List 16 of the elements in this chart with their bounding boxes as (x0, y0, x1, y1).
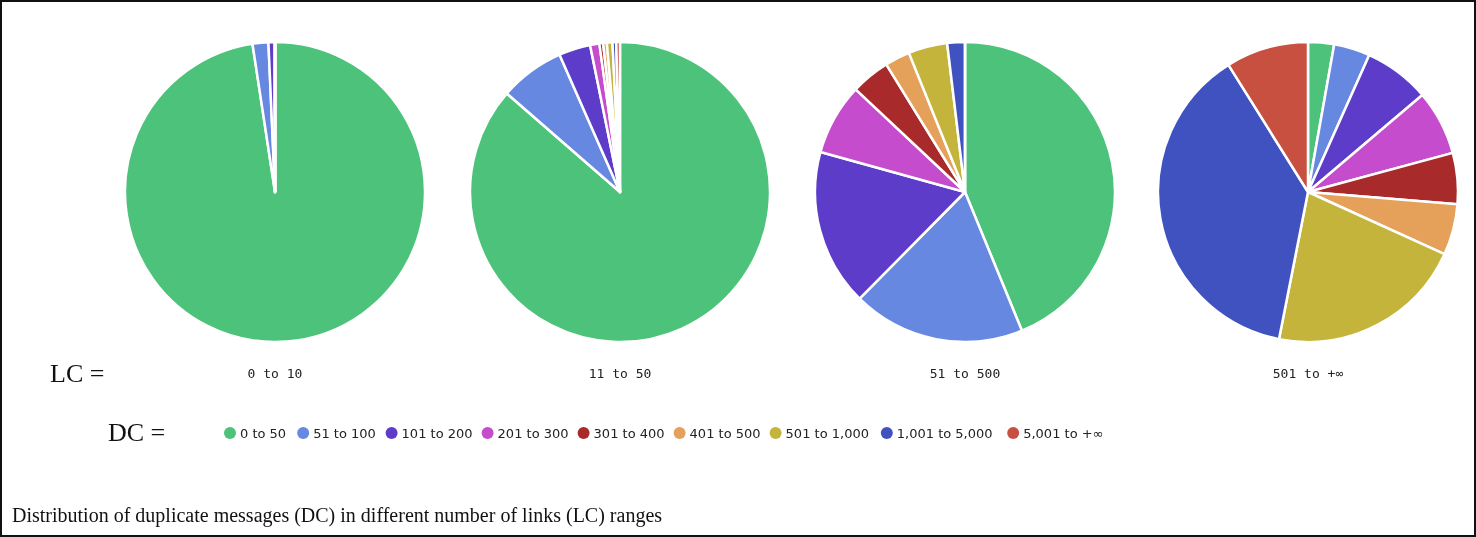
legend-label: 401 to 500 (689, 426, 761, 441)
text: 51 to 500 (929, 366, 1001, 381)
legend-label: 1,001 to 5,000 (896, 426, 993, 441)
text: LC = (50, 359, 105, 388)
legend-label: 501 to 1,000 (785, 426, 869, 441)
legend-label: 201 to 300 (497, 426, 569, 441)
legend-label: 101 to 200 (401, 426, 473, 441)
legend-title: DC = (108, 418, 166, 447)
legend-label: 301 to 400 (593, 426, 665, 441)
text: 11 to 50 (588, 366, 652, 381)
text: Distribution of duplicate messages (DC) in different number of links (LC) ranges (12, 504, 663, 527)
text: 501 to +∞ (1272, 366, 1344, 381)
legend-label: 5,001 to +∞ (1023, 426, 1104, 441)
legend-label: 51 to 100 (313, 426, 376, 441)
text: 0 to 10 (247, 366, 303, 381)
legend-label: 0 to 50 (240, 426, 287, 441)
